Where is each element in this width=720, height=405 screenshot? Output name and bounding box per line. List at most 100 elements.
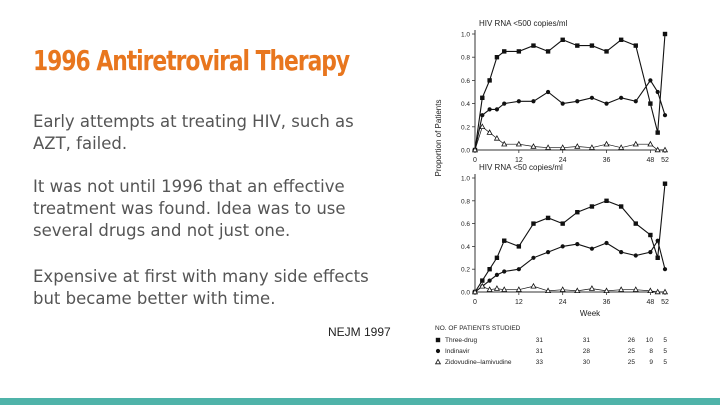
data-point <box>501 140 508 147</box>
data-point <box>480 278 485 283</box>
legend-marker-triangle <box>434 358 442 365</box>
data-point <box>493 285 500 291</box>
legend-count: 10 <box>646 337 654 344</box>
data-point <box>648 232 653 238</box>
y-tick-label: 0.0 <box>461 148 470 155</box>
data-point <box>545 215 551 221</box>
data-point <box>560 221 565 226</box>
x-tick-label: 0 <box>473 299 477 306</box>
data-point <box>494 107 500 112</box>
data-point <box>618 144 625 150</box>
data-point <box>655 255 660 260</box>
data-point <box>494 55 500 60</box>
data-point <box>655 130 660 135</box>
x-tick-label: 24 <box>559 157 567 164</box>
data-point <box>603 287 610 294</box>
data-point <box>575 242 580 247</box>
legend-count: 26 <box>628 337 636 344</box>
trial-results-figure: HIV RNA <500 copies/ml 0.0 0.2 0.4 0.6 0.8 1.0… <box>434 19 669 366</box>
legend-count: 28 <box>583 348 591 355</box>
data-point <box>501 286 508 292</box>
data-point <box>647 140 654 147</box>
panel-title: HIV RNA <500 copies/ml <box>479 19 567 28</box>
legend-label: Indinavir <box>445 348 470 355</box>
data-point <box>479 123 486 129</box>
data-point <box>648 250 653 255</box>
data-point <box>471 146 479 153</box>
data-point <box>662 113 668 118</box>
legend-count: 5 <box>663 348 667 355</box>
data-point <box>574 143 581 149</box>
data-point <box>545 49 551 54</box>
data-point <box>662 31 668 37</box>
data-point <box>618 286 625 292</box>
data-point <box>502 238 507 243</box>
data-point <box>486 286 493 292</box>
x-axis-label: Week <box>580 309 601 318</box>
data-point <box>493 134 500 141</box>
legend-count: 5 <box>663 359 667 366</box>
data-point <box>654 146 661 153</box>
data-point <box>516 49 522 54</box>
data-point <box>559 144 566 150</box>
data-point <box>632 286 639 292</box>
data-point <box>516 244 522 249</box>
data-point <box>588 144 595 150</box>
data-point <box>479 282 486 289</box>
data-point <box>487 78 492 83</box>
legend-count: 30 <box>583 359 591 366</box>
legend-label: Three-drug <box>445 337 478 344</box>
x-tick-label: 36 <box>603 299 611 306</box>
legend-count: 8 <box>649 348 653 355</box>
data-point <box>604 101 609 106</box>
data-point <box>575 43 580 48</box>
data-point <box>531 221 536 226</box>
data-point <box>647 287 654 294</box>
data-point <box>589 204 595 209</box>
data-point <box>545 250 551 255</box>
data-point <box>619 250 624 255</box>
bottom-accent-bar <box>0 398 720 405</box>
data-point <box>655 238 660 243</box>
series-line-circle <box>474 79 666 151</box>
data-point <box>545 89 551 95</box>
panel-1: HIV RNA <500 copies/ml 0.0 0.2 0.4 0.6 0.8 1.0… <box>461 19 669 164</box>
x-tick-label: 36 <box>603 157 611 164</box>
x-tick-label: 24 <box>559 299 567 306</box>
data-point <box>516 267 521 272</box>
x-tick-label: 48 <box>646 299 654 306</box>
paragraph-expense: Expensive at first with many side effect… <box>33 267 369 308</box>
data-point <box>502 269 507 274</box>
data-point <box>654 288 661 295</box>
slide-title: 1996 Antiretroviral Therapy <box>33 44 350 77</box>
paragraph-1996-treatment: It was not until 1996 that an effective … <box>33 177 346 240</box>
data-point <box>648 78 653 83</box>
data-point <box>502 101 507 106</box>
legend-marker-circle <box>435 348 441 354</box>
data-point <box>589 43 595 48</box>
data-point <box>494 255 500 260</box>
data-point <box>480 113 485 118</box>
data-point <box>515 140 522 147</box>
y-tick-label: 0.8 <box>461 198 470 205</box>
series-line-square <box>474 183 666 293</box>
data-point <box>603 140 610 147</box>
y-tick-label: 0.2 <box>461 267 470 274</box>
y-tick-label: 0.4 <box>461 101 470 108</box>
legend-count: 31 <box>536 348 544 355</box>
data-point <box>494 272 500 277</box>
paragraph-azt-failure: Early attempts at treating HIV, such as … <box>33 112 354 153</box>
data-point <box>588 285 595 291</box>
data-point <box>559 286 566 292</box>
data-point <box>487 107 492 112</box>
data-point <box>661 288 669 295</box>
data-point <box>589 246 595 251</box>
data-point <box>604 198 609 203</box>
data-point <box>560 244 565 249</box>
legend-count: 5 <box>663 337 667 344</box>
data-point <box>545 144 552 150</box>
data-point <box>486 129 493 135</box>
data-point <box>575 99 580 104</box>
legend-count: 25 <box>628 359 636 366</box>
y-tick-label: 0.0 <box>461 290 470 297</box>
